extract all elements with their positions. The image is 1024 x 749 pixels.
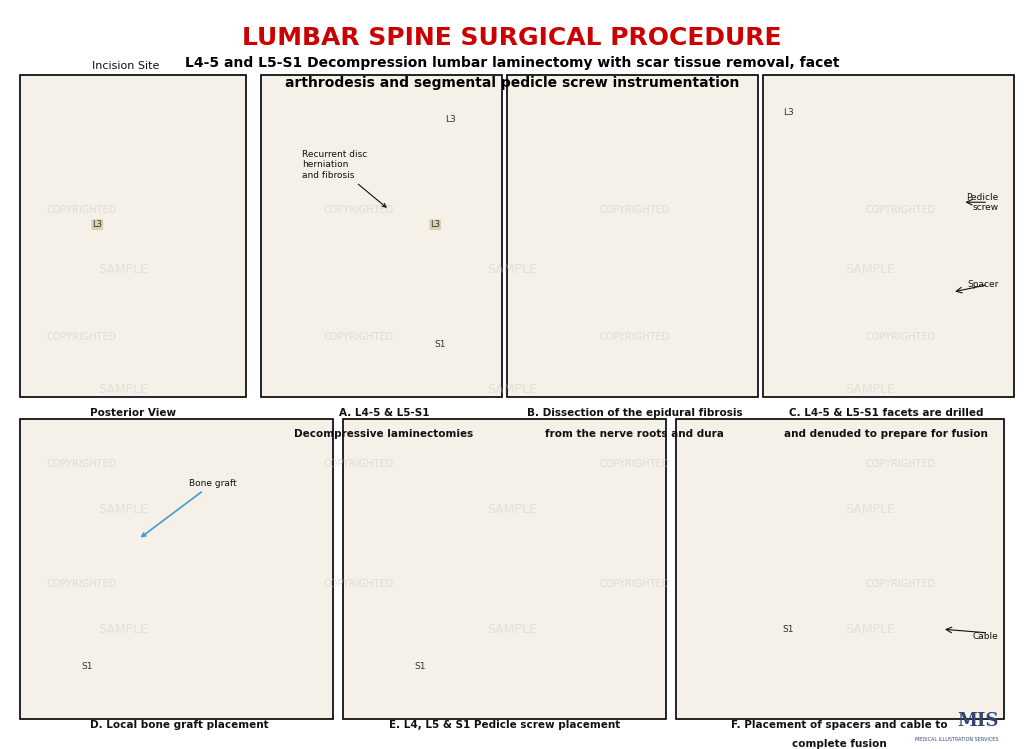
Text: Incision Site: Incision Site xyxy=(92,61,160,71)
Text: S1: S1 xyxy=(414,662,426,671)
Text: COPYRIGHTED: COPYRIGHTED xyxy=(600,459,670,470)
Text: COPYRIGHTED: COPYRIGHTED xyxy=(600,204,670,215)
Text: COPYRIGHTED: COPYRIGHTED xyxy=(866,459,936,470)
Text: Posterior View: Posterior View xyxy=(90,408,176,418)
Text: from the nerve roots and dura: from the nerve roots and dura xyxy=(546,429,724,439)
Text: SAMPLE: SAMPLE xyxy=(846,503,895,516)
Text: L4-5 and L5-S1 Decompression lumbar laminectomy with scar tissue removal, facet: L4-5 and L5-S1 Decompression lumbar lami… xyxy=(184,56,840,70)
Text: COPYRIGHTED: COPYRIGHTED xyxy=(866,204,936,215)
FancyBboxPatch shape xyxy=(343,419,666,719)
FancyBboxPatch shape xyxy=(763,75,1014,397)
Text: L3: L3 xyxy=(92,220,102,229)
Text: SAMPLE: SAMPLE xyxy=(846,622,895,636)
Text: SAMPLE: SAMPLE xyxy=(487,383,537,396)
Text: B. Dissection of the epidural fibrosis: B. Dissection of the epidural fibrosis xyxy=(527,408,742,418)
Text: COPYRIGHTED: COPYRIGHTED xyxy=(600,332,670,342)
Text: S1: S1 xyxy=(81,662,93,671)
Text: SAMPLE: SAMPLE xyxy=(98,503,147,516)
Text: Spacer: Spacer xyxy=(967,280,998,289)
Text: COPYRIGHTED: COPYRIGHTED xyxy=(324,459,393,470)
FancyBboxPatch shape xyxy=(261,75,502,397)
Text: Pedicle
screw: Pedicle screw xyxy=(967,192,998,212)
Text: S1: S1 xyxy=(782,625,795,634)
Text: COPYRIGHTED: COPYRIGHTED xyxy=(324,579,393,589)
Text: COPYRIGHTED: COPYRIGHTED xyxy=(324,332,393,342)
Text: MEDICAL ILLUSTRATION SERVICES: MEDICAL ILLUSTRATION SERVICES xyxy=(914,736,998,742)
Text: L3: L3 xyxy=(430,220,440,229)
Text: COPYRIGHTED: COPYRIGHTED xyxy=(47,459,117,470)
Text: Decompressive laminectomies: Decompressive laminectomies xyxy=(294,429,474,439)
Text: COPYRIGHTED: COPYRIGHTED xyxy=(866,579,936,589)
Text: Cable: Cable xyxy=(973,632,998,641)
Text: L3: L3 xyxy=(445,115,456,124)
FancyBboxPatch shape xyxy=(20,75,246,397)
Text: SAMPLE: SAMPLE xyxy=(487,263,537,276)
Text: COPYRIGHTED: COPYRIGHTED xyxy=(324,204,393,215)
Text: Bone graft: Bone graft xyxy=(142,479,238,536)
FancyBboxPatch shape xyxy=(676,419,1004,719)
Text: L3: L3 xyxy=(783,108,794,117)
Text: F. Placement of spacers and cable to: F. Placement of spacers and cable to xyxy=(731,721,948,730)
FancyBboxPatch shape xyxy=(20,419,333,719)
Text: MIS: MIS xyxy=(956,712,998,730)
Text: COPYRIGHTED: COPYRIGHTED xyxy=(866,332,936,342)
Text: LUMBAR SPINE SURGICAL PROCEDURE: LUMBAR SPINE SURGICAL PROCEDURE xyxy=(243,26,781,50)
Text: COPYRIGHTED: COPYRIGHTED xyxy=(47,332,117,342)
Text: Recurrent disc
herniation
and fibrosis: Recurrent disc herniation and fibrosis xyxy=(302,150,386,207)
Text: E. L4, L5 & S1 Pedicle screw placement: E. L4, L5 & S1 Pedicle screw placement xyxy=(389,721,621,730)
Text: COPYRIGHTED: COPYRIGHTED xyxy=(600,579,670,589)
Text: A. L4-5 & L5-S1: A. L4-5 & L5-S1 xyxy=(339,408,429,418)
Text: SAMPLE: SAMPLE xyxy=(487,622,537,636)
Text: SAMPLE: SAMPLE xyxy=(487,503,537,516)
Text: complete fusion: complete fusion xyxy=(793,739,887,749)
FancyBboxPatch shape xyxy=(507,75,758,397)
Text: SAMPLE: SAMPLE xyxy=(98,622,147,636)
Text: SAMPLE: SAMPLE xyxy=(98,263,147,276)
Text: COPYRIGHTED: COPYRIGHTED xyxy=(47,204,117,215)
Text: SAMPLE: SAMPLE xyxy=(846,383,895,396)
Text: and denuded to prepare for fusion: and denuded to prepare for fusion xyxy=(783,429,988,439)
Text: arthrodesis and segmental pedicle screw instrumentation: arthrodesis and segmental pedicle screw … xyxy=(285,76,739,91)
Text: D. Local bone graft placement: D. Local bone graft placement xyxy=(90,721,268,730)
Text: COPYRIGHTED: COPYRIGHTED xyxy=(47,579,117,589)
Text: SAMPLE: SAMPLE xyxy=(846,263,895,276)
Text: S1: S1 xyxy=(434,340,446,349)
Text: SAMPLE: SAMPLE xyxy=(98,383,147,396)
Text: C. L4-5 & L5-S1 facets are drilled: C. L4-5 & L5-S1 facets are drilled xyxy=(788,408,983,418)
